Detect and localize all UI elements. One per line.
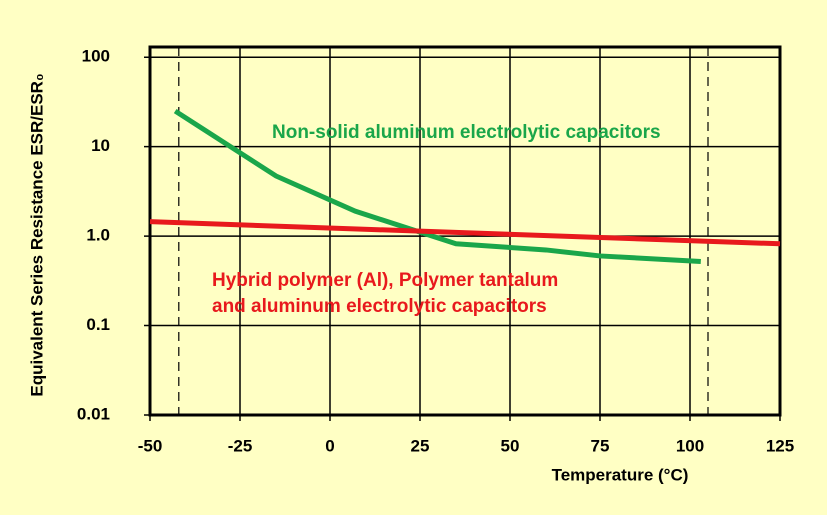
plot-frame (148, 45, 782, 417)
y-tick-label: 100 (82, 47, 110, 66)
y-tick-label: 1.0 (86, 226, 110, 245)
y-tick-label: 0.01 (77, 404, 110, 423)
series-label-line: and aluminum electrolytic capacitors (212, 296, 547, 317)
series-label: Hybrid polymer (Al), Polymer tantalum and… (212, 270, 558, 317)
y-axis-label: Equivalent Series Resistance ESR/ESR₀ (27, 73, 46, 396)
y-tick-label: 10 (91, 136, 110, 155)
x-tick-label: 75 (591, 436, 610, 455)
y-tick-label: 0.1 (86, 315, 110, 334)
series-label-line: Hybrid polymer (Al), Polymer tantalum (212, 270, 558, 291)
x-axis-label: Temperature (°C) (552, 465, 689, 484)
line (149, 219, 781, 247)
x-tick-label: 125 (766, 436, 794, 455)
x-tick-label: 0 (325, 436, 334, 455)
series-label: Non-solid aluminum electrolytic capacito… (272, 122, 661, 143)
series-label-line: Non-solid aluminum electrolytic capacito… (272, 122, 661, 143)
x-tick-label: -25 (228, 436, 253, 455)
x-tick-label: -50 (138, 436, 163, 455)
x-tick-label: 50 (501, 436, 520, 455)
line (173, 108, 701, 264)
x-tick-label: 100 (676, 436, 704, 455)
x-tick-label: 25 (411, 436, 430, 455)
